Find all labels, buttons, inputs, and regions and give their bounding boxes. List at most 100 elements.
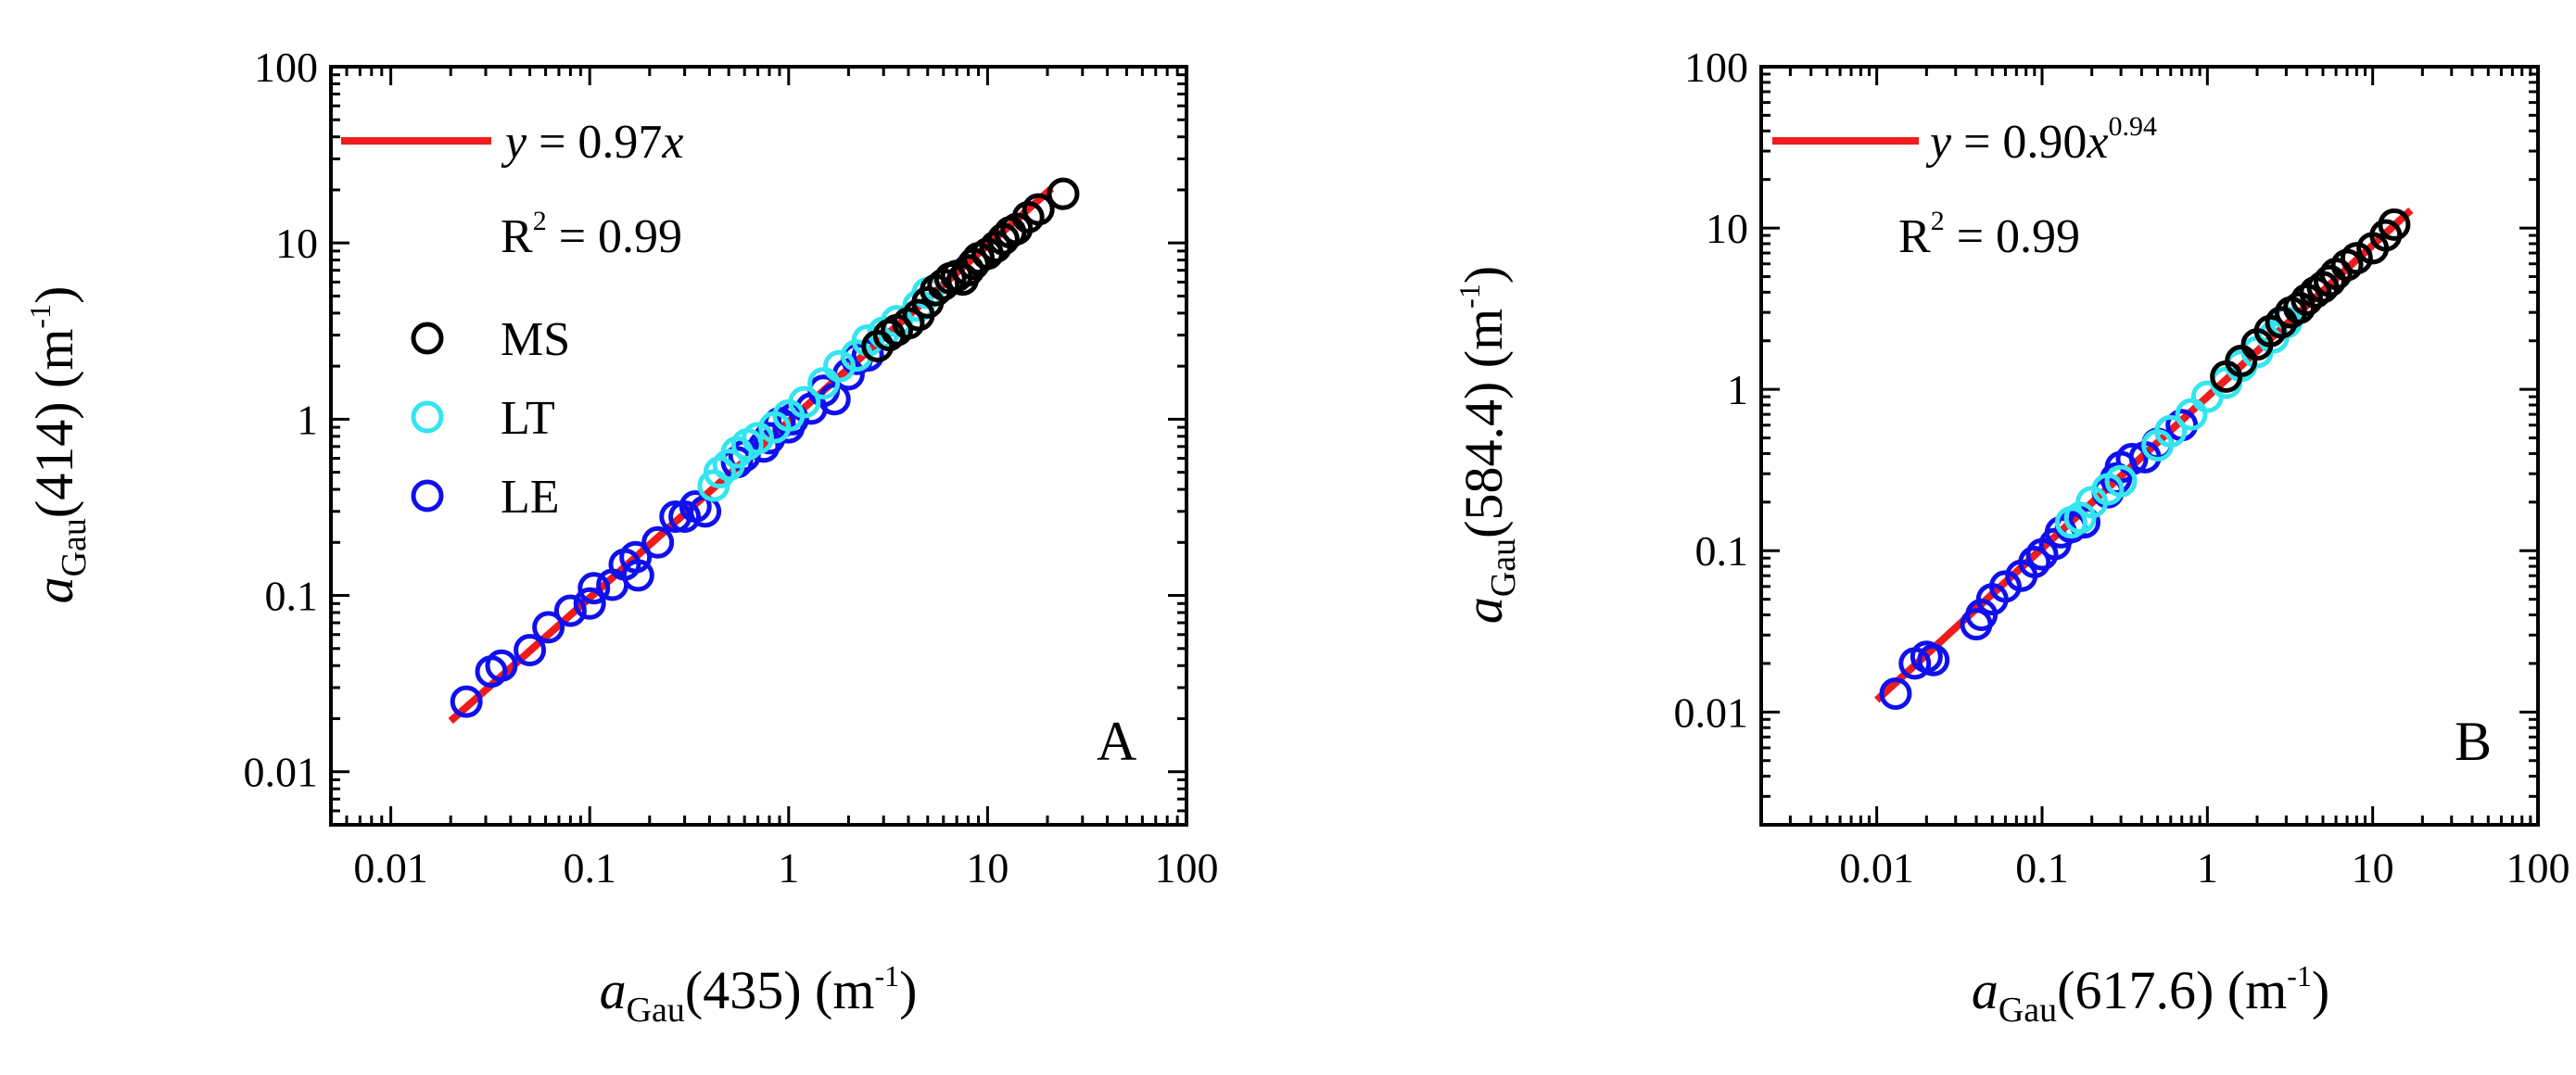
marker-le (641, 525, 675, 559)
panel-a-fit-equation: y = 0.97x (501, 116, 684, 169)
marker-ms (1022, 193, 1055, 226)
marker-ms (2313, 264, 2346, 297)
panel-b-xlabel-rest: (617.6) (m (2057, 960, 2287, 1020)
marker-le (485, 649, 518, 682)
panel-a-letter: A (1097, 711, 1136, 772)
panel-b-ticks (1761, 65, 2540, 825)
panel-b-markers (1879, 208, 2411, 710)
panel-a-chart: 0.01 0.1 1 10 100 0.01 0.1 1 10 100 y = 0.97x R2… (23, 44, 1219, 1030)
panel-a-fit-eq: = 0.97 (527, 116, 662, 169)
marker-le (573, 587, 606, 620)
legend-ms-label: MS (501, 313, 570, 366)
marker-lt (788, 386, 821, 419)
marker-le (668, 500, 702, 534)
panel-a-ylabel-sup: -1 (23, 304, 57, 329)
panel-b-y-tick-labels: 0.01 0.1 1 10 100 (1674, 44, 1749, 736)
panel-b-xlabel-sub: Gau (1999, 991, 2057, 1030)
marker-ms (2225, 345, 2258, 378)
marker-le (553, 594, 587, 627)
marker-le (450, 685, 483, 718)
panel-a-x-tick-label: 1 (778, 844, 799, 892)
panel-a-xlabel-close: ) (899, 960, 917, 1020)
panel-b-chart: 0.01 0.1 1 10 100 0.01 0.1 1 10 100 y = 0.90x0.9… (1453, 44, 2570, 1030)
marker-le (577, 572, 611, 605)
panel-b-x-tick-label: 100 (2506, 844, 2570, 892)
marker-ms (1047, 177, 1080, 210)
marker-lt (2175, 398, 2208, 431)
marker-le (1879, 677, 1912, 710)
panel-a-ylabel-close: ) (24, 286, 84, 304)
panel-b-xlabel-sup: -1 (2287, 959, 2312, 993)
panel-b-fit-exponent: 0.94 (2109, 111, 2158, 142)
panel-b-y-tick-label: 1 (1727, 366, 1748, 413)
legend-ms-marker (411, 322, 444, 355)
panel-a-xlabel-rest: (435) (m (685, 960, 875, 1020)
panel-b-x-tick-label: 1 (2197, 844, 2218, 892)
legend-lt-label: LT (501, 392, 555, 445)
panel-a-y-tick-label: 1 (297, 396, 318, 443)
marker-ms (2340, 242, 2373, 275)
panel-a-x-tick-label: 0.1 (563, 844, 616, 892)
marker-lt (823, 349, 857, 383)
panel-b-frame (1759, 65, 2540, 827)
panel-a-ticks (331, 65, 1188, 825)
panel-a-xlabel-sup: -1 (874, 959, 899, 993)
panel-b-fit-eq: = 0.90 (1951, 116, 2087, 169)
marker-lt (2104, 464, 2138, 498)
panel-b-x-tick-label: 0.01 (1839, 844, 1914, 892)
panel-a-fit-x: x (661, 116, 683, 169)
panel-b-xlabel-a: a (1972, 960, 1999, 1020)
marker-le (621, 559, 654, 592)
marker-lt (703, 456, 736, 489)
panel-a-y-tick-label: 0.01 (244, 749, 319, 796)
legend-le-label: LE (501, 471, 560, 524)
marker-le (851, 339, 884, 373)
marker-le (2018, 546, 2051, 579)
panel-b-r2: R2 = 0.99 (1898, 206, 2080, 263)
marker-lt (2154, 414, 2188, 448)
panel-a-x-tick-label: 10 (966, 844, 1009, 892)
marker-le (1917, 643, 1950, 677)
panel-a-ylabel-a: a (24, 576, 84, 603)
panel-b-letter: B (2455, 711, 2492, 772)
panel-b-fit-x: x (2086, 116, 2108, 169)
panel-b-fit-equation: y = 0.90x0.94 (1925, 111, 2157, 169)
marker-le (1988, 570, 2022, 603)
panel-b-r2-value: = 0.99 (1945, 210, 2080, 263)
panel-b-x-tick-label: 0.1 (2015, 844, 2069, 892)
panel-b-y-tick-label: 10 (1706, 205, 1748, 252)
panel-b-y-axis-label: aGau(584.4) (m-1) (1453, 266, 1523, 624)
panel-b-y-tick-label: 100 (1684, 44, 1748, 91)
marker-le (514, 633, 547, 666)
panel-a-y-axis-label: aGau(414) (m-1) (23, 286, 94, 604)
panel-a-ylabel-sub: Gau (55, 518, 94, 576)
panel-a-xlabel-sub: Gau (627, 991, 685, 1030)
panel-a-xlabel-a: a (600, 960, 627, 1020)
panel-a-ylabel-rest: (414) (m (24, 329, 84, 519)
panel-a-r2-label: R (501, 210, 533, 263)
panel-b-ylabel-a: a (1453, 597, 1514, 624)
panel-a-x-tick-label: 100 (1155, 844, 1219, 892)
panel-b-ylabel-sup: -1 (1453, 284, 1486, 309)
marker-le (619, 540, 653, 574)
panel-b-r2-label: R (1898, 210, 1931, 263)
panel-b-x-tick-labels: 0.01 0.1 1 10 100 (1839, 844, 2570, 892)
panel-a-markers (450, 177, 1080, 718)
panel-a-r2-value: = 0.99 (547, 210, 682, 263)
panel-b-x-axis-label: aGau(617.6) (m-1) (1972, 959, 2329, 1030)
panel-b-y-tick-label: 0.1 (1695, 527, 1749, 575)
legend-le-marker (411, 479, 444, 512)
panel-a-x-tick-labels: 0.01 0.1 1 10 100 (353, 844, 1218, 892)
panel-a-y-tick-label: 100 (254, 44, 318, 91)
legend-lt-marker (411, 400, 444, 434)
panel-a-fit-y: y (501, 116, 527, 169)
marker-le (2068, 506, 2101, 539)
panel-a-r2-sup: 2 (533, 206, 547, 236)
panel-b-xlabel-close: ) (2312, 960, 2329, 1020)
panel-b-y-tick-label: 0.01 (1674, 689, 1749, 736)
panel-a-y-tick-labels: 0.01 0.1 1 10 100 (244, 44, 319, 796)
panel-b-r2-sup: 2 (1931, 206, 1945, 236)
marker-lt (742, 422, 775, 455)
panel-a-x-tick-label: 0.01 (353, 844, 428, 892)
